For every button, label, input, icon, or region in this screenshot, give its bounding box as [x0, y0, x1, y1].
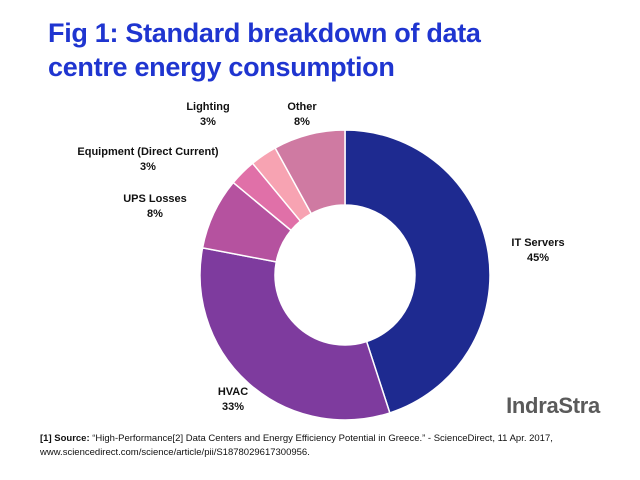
slice-hvac: [199, 246, 391, 421]
slice-label-it-servers: IT Servers: [511, 237, 564, 249]
donut-slices: [199, 129, 491, 421]
chart-title: Fig 1: Standard breakdown of data centre…: [48, 16, 608, 84]
slice-value-ups-losses: 8%: [147, 208, 163, 220]
chart-title-line-2: centre energy consumption: [48, 52, 395, 82]
slice-value-lighting: 3%: [200, 116, 216, 128]
slice-label-hvac: HVAC: [218, 386, 248, 398]
slice-value-other: 8%: [294, 116, 310, 128]
slice-value-hvac: 33%: [222, 401, 244, 413]
footnote-source-label: [1] Source:: [40, 433, 90, 444]
slice-it-servers: [344, 129, 491, 414]
source-footnote: [1] Source: “High-Performance[2] Data Ce…: [40, 432, 610, 460]
footnote-text: “High-Performance[2] Data Centers and En…: [40, 433, 553, 458]
brand-logo-text: IndraStra: [506, 393, 600, 418]
chart-title-line-1: Fig 1: Standard breakdown of data: [48, 18, 481, 48]
slice-other: [274, 129, 346, 215]
slice-label-ups-losses: UPS Losses: [123, 193, 187, 205]
slice-label-lighting: Lighting: [186, 101, 229, 113]
slice-label-equipment-direct-current: Equipment (Direct Current): [77, 146, 219, 158]
slice-value-it-servers: 45%: [527, 252, 549, 264]
slice-labels: IT Servers 45% HVAC 33% UPS Losses 8% Equipmen…: [77, 101, 564, 413]
slice-label-other: Other: [287, 101, 317, 113]
slice-value-equipment-direct-current: 3%: [140, 161, 156, 173]
